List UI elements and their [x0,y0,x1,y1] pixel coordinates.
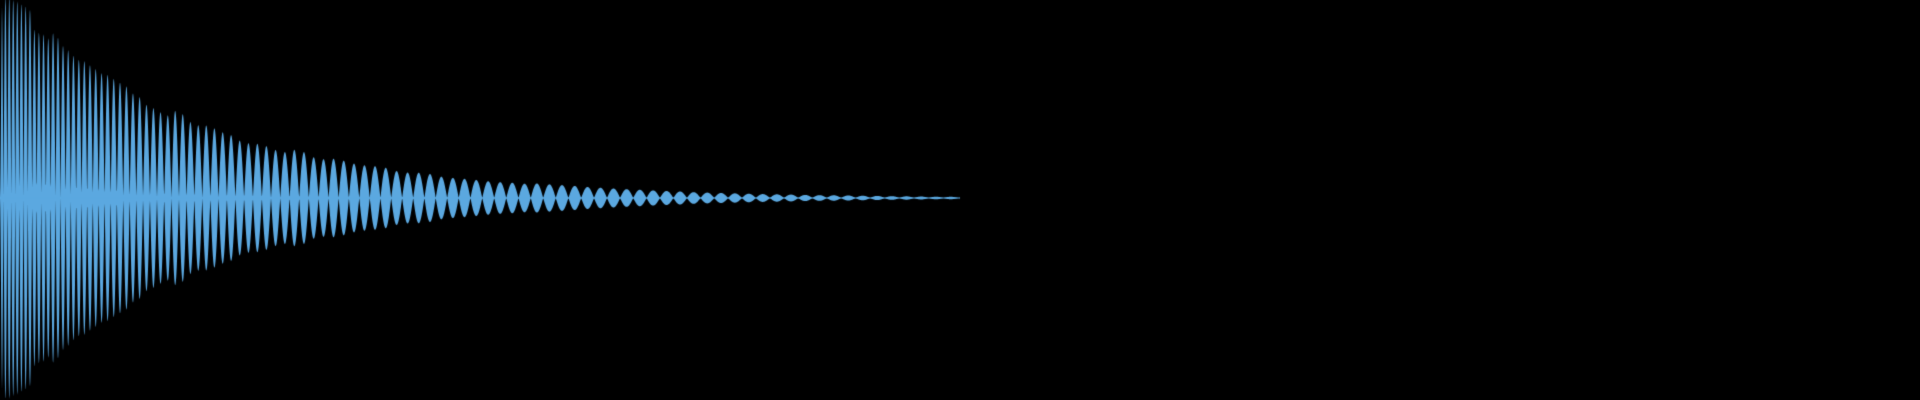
waveform-viewer[interactable] [0,0,1920,400]
waveform-plot[interactable] [0,0,1920,400]
